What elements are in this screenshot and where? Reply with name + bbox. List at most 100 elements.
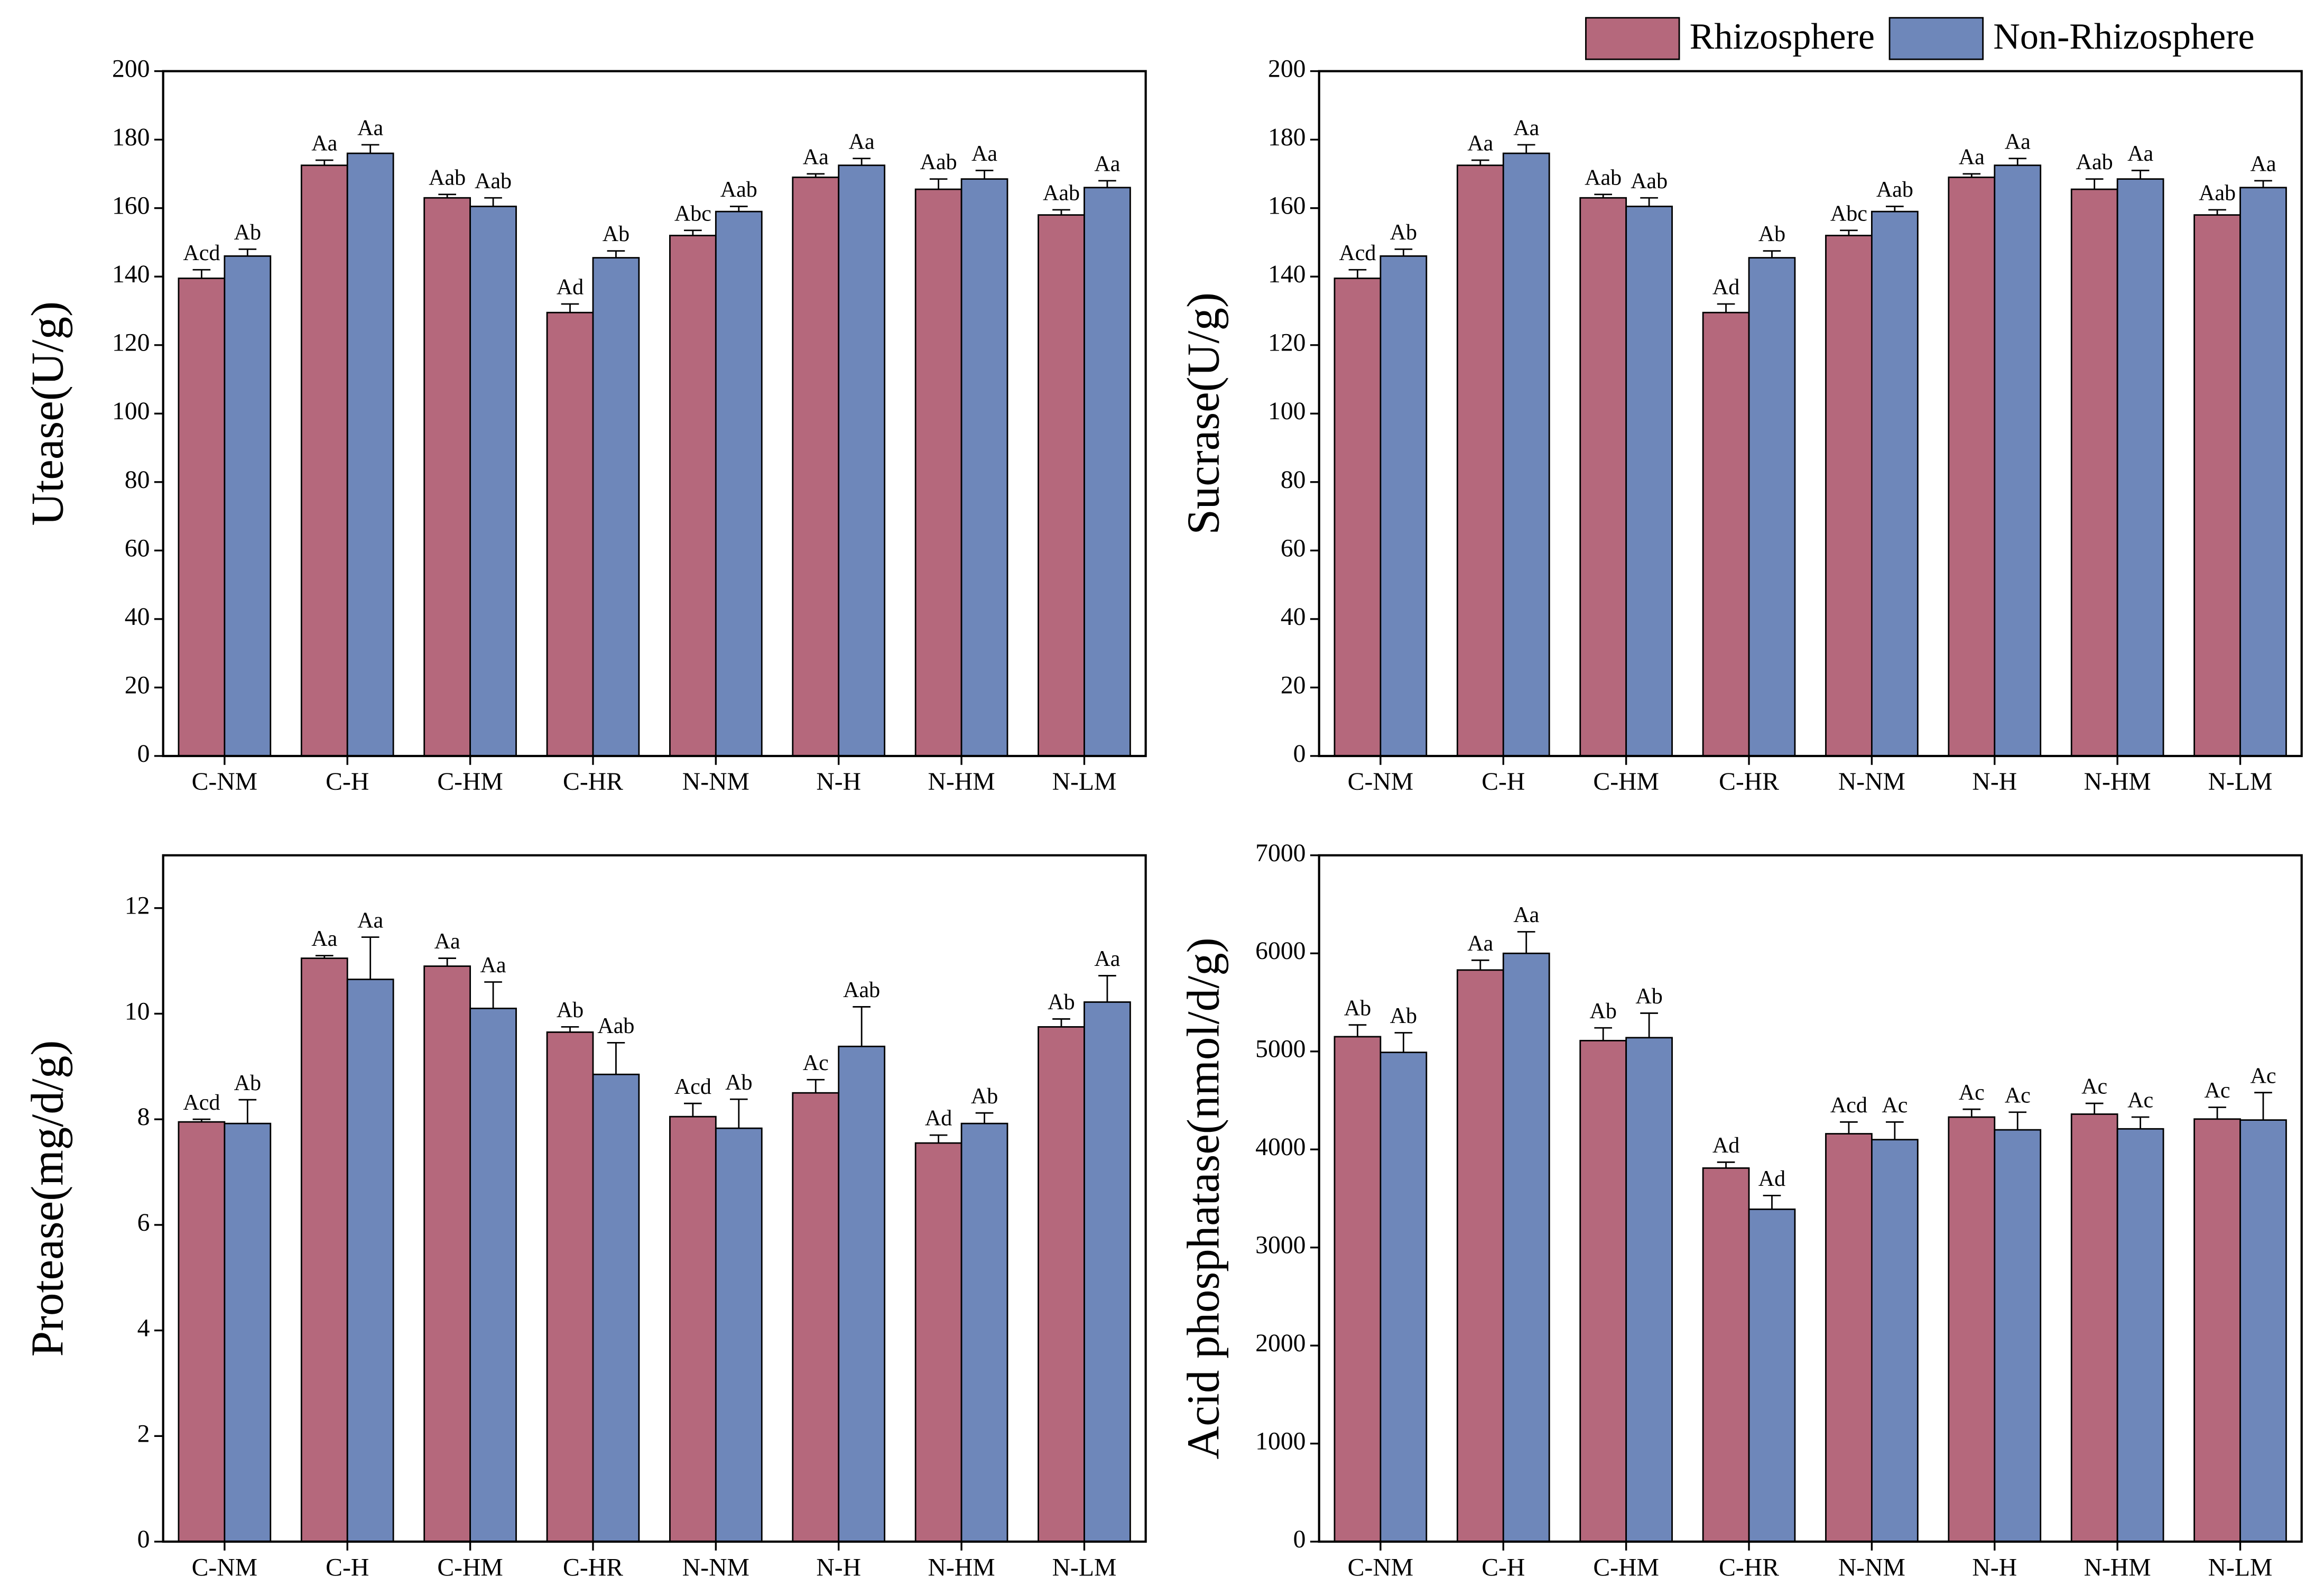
significance-label: Aa	[2127, 142, 2153, 166]
bar	[423, 197, 471, 757]
bar	[300, 957, 348, 1543]
significance-label: Acd	[1830, 1093, 1867, 1118]
significance-label: Aa	[971, 142, 997, 166]
significance-label: Aab	[429, 165, 466, 190]
significance-label: Ac	[2205, 1078, 2230, 1103]
significance-label: Ab	[1390, 1004, 1417, 1028]
x-tick-label: N-LM	[2208, 768, 2273, 796]
significance-label: Ac	[803, 1051, 829, 1075]
x-tick-label: N-HM	[2084, 768, 2151, 796]
significance-label: Ab	[234, 220, 261, 245]
bar	[592, 1073, 640, 1543]
error-bar	[1886, 206, 1904, 212]
y-axis-label: Sucrase(U/g)	[1178, 292, 1228, 535]
significance-label: Aab	[720, 178, 757, 202]
significance-label: Abc	[1830, 201, 1867, 226]
x-tick-label: N-HM	[928, 1554, 995, 1581]
y-tick-label: 20	[1281, 671, 1306, 699]
error-bar	[315, 955, 334, 958]
error-bar	[1640, 1012, 1658, 1038]
significance-label: Aa	[480, 953, 506, 978]
x-tick-label: C-HM	[437, 1554, 503, 1581]
error-bar	[1348, 269, 1367, 279]
significance-label: Aab	[920, 150, 957, 174]
bar	[715, 210, 763, 757]
error-bar	[1052, 209, 1070, 215]
significance-label: Aab	[1585, 165, 1622, 190]
significance-label: Ab	[971, 1084, 998, 1109]
significance-label: Ad	[1758, 1167, 1785, 1191]
error-bar	[438, 957, 456, 966]
y-tick-label: 3000	[1255, 1232, 1305, 1259]
x-tick-label: C-HR	[1719, 1554, 1779, 1581]
legend-swatch	[1585, 17, 1680, 60]
error-bar	[192, 1118, 211, 1122]
bar	[178, 278, 226, 757]
significance-label: Ab	[603, 222, 629, 246]
error-bar	[1471, 959, 1489, 970]
significance-label: Ac	[2127, 1089, 2153, 1113]
bar	[715, 1127, 763, 1543]
bar	[1334, 278, 1382, 757]
significance-label: Aa	[1094, 947, 1120, 971]
error-bar	[2208, 209, 2226, 215]
x-tick-label: C-NM	[1348, 1554, 1413, 1581]
significance-label: Abc	[674, 201, 711, 226]
significance-label: Ac	[2081, 1075, 2107, 1099]
significance-label: Ab	[725, 1071, 752, 1095]
bar	[960, 1122, 1008, 1543]
significance-label: Ad	[557, 275, 584, 300]
error-bar	[853, 1006, 871, 1047]
y-tick-label: 80	[125, 466, 150, 494]
bar	[1579, 197, 1627, 757]
legend-label: Non-Rhizosphere	[1993, 16, 2254, 57]
bar	[1948, 176, 1996, 757]
bar	[1825, 1133, 1873, 1543]
bar	[792, 176, 840, 757]
x-tick-label: N-LM	[2208, 1554, 2273, 1581]
error-bar	[2208, 1107, 2226, 1119]
error-bar	[1594, 193, 1613, 198]
y-tick-label: 180	[1268, 124, 1305, 151]
x-tick-label: C-H	[326, 1554, 369, 1581]
significance-label: Ab	[1344, 996, 1371, 1020]
error-bar	[1517, 931, 1535, 954]
error-bar	[607, 250, 625, 258]
y-tick-label: 100	[112, 398, 150, 425]
plot-frame	[1318, 854, 2303, 1543]
y-axis-label: Utease(U/g)	[22, 301, 72, 526]
y-tick-label: 20	[125, 671, 150, 699]
y-tick-label: 6000	[1255, 937, 1305, 965]
significance-label: Aa	[357, 116, 383, 140]
significance-label: Aa	[849, 130, 875, 154]
x-tick-label: C-NM	[192, 1554, 257, 1581]
bar	[346, 152, 394, 757]
bar	[224, 255, 272, 757]
bar	[1038, 1026, 1085, 1543]
significance-label: Aab	[597, 1014, 634, 1038]
y-tick-label: 12	[125, 892, 150, 920]
error-bar	[1348, 1024, 1367, 1037]
error-bar	[238, 1099, 257, 1124]
error-bar	[1098, 975, 1116, 1002]
error-bar	[2085, 1102, 2104, 1114]
bar	[1334, 1036, 1382, 1543]
bar	[2193, 1118, 2241, 1543]
error-bar	[1840, 229, 1858, 236]
error-bar	[1394, 248, 1413, 256]
x-tick-label: N-LM	[1052, 768, 1117, 796]
error-bar	[684, 1102, 702, 1117]
y-tick-label: 40	[125, 603, 150, 631]
error-bar	[1763, 1194, 1781, 1210]
bar	[1084, 187, 1131, 757]
y-tick-label: 0	[1293, 1526, 1306, 1553]
y-tick-label: 10	[125, 998, 150, 1025]
error-bar	[484, 981, 502, 1009]
x-tick-label: C-HM	[1593, 1554, 1659, 1581]
y-tick-label: 140	[1268, 261, 1305, 288]
significance-label: Acd	[1339, 241, 1376, 265]
significance-label: Aab	[2076, 150, 2113, 174]
significance-label: Aa	[1094, 152, 1120, 176]
y-tick-label: 200	[1268, 56, 1305, 83]
significance-label: Ab	[557, 998, 584, 1022]
